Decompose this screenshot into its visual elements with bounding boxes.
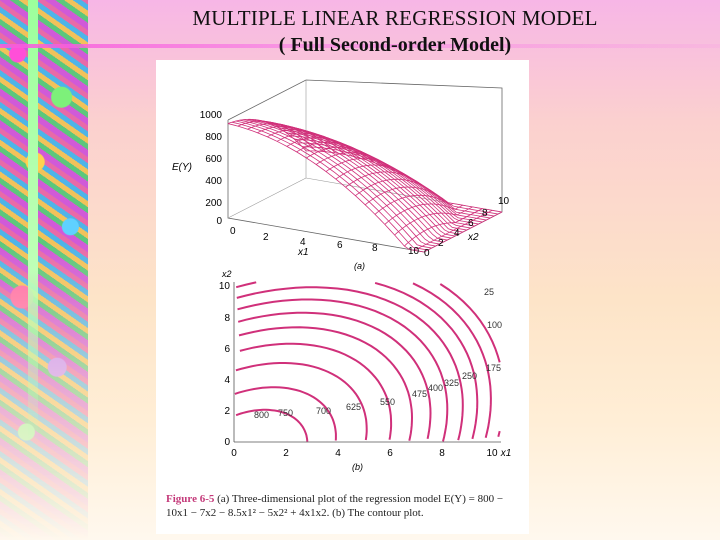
contour-line bbox=[236, 286, 464, 441]
decorative-green-stripe bbox=[28, 0, 38, 450]
contour-plot: x2 10 8 6 4 2 0 0 2 4 6 8 10 x1 25 bbox=[219, 269, 511, 472]
z-axis: 1000 800 600 400 200 0 E(Y) bbox=[172, 110, 222, 227]
contour-x1-label: x1 bbox=[500, 448, 512, 459]
x2-tick: 2 bbox=[438, 238, 444, 249]
contour-line bbox=[237, 311, 432, 439]
surface-mesh-line bbox=[302, 146, 499, 215]
x1-tick: 8 bbox=[372, 243, 378, 254]
surface-mesh bbox=[227, 118, 503, 253]
figure-caption-text: (a) Three-dimensional plot of the regres… bbox=[166, 493, 504, 520]
contour-label: 625 bbox=[346, 402, 361, 412]
z-tick: 0 bbox=[216, 216, 222, 227]
surface-mesh-line bbox=[306, 150, 503, 213]
contour-x-tick: 4 bbox=[335, 448, 341, 459]
contour-line bbox=[235, 281, 479, 440]
contour-curves bbox=[234, 281, 501, 442]
z-tick: 200 bbox=[205, 198, 222, 209]
surface-mesh-line bbox=[251, 119, 448, 241]
figure-caption-label: Figure 6-5 bbox=[166, 493, 215, 505]
surface-mesh-line bbox=[266, 122, 464, 233]
contour-label: 750 bbox=[278, 408, 293, 418]
contour-line bbox=[412, 282, 492, 438]
x1-tick: 6 bbox=[337, 240, 343, 251]
x2-axis-3d: 0 2 4 6 8 10 x2 bbox=[424, 196, 510, 259]
z-tick: 1000 bbox=[200, 110, 223, 121]
contour-x-tick: 8 bbox=[439, 448, 445, 459]
contour-x-tick: 10 bbox=[486, 448, 498, 459]
x2-axis-label: x2 bbox=[467, 232, 479, 243]
surface-mesh-line bbox=[243, 119, 440, 245]
contour-y-tick: 8 bbox=[224, 313, 230, 324]
x2-tick: 10 bbox=[498, 196, 510, 207]
slide-subtitle: ( Full Second-order Model) bbox=[278, 34, 512, 56]
contour-x-tick: 6 bbox=[387, 448, 393, 459]
x1-tick: 2 bbox=[263, 232, 269, 243]
surface-mesh-line bbox=[274, 125, 471, 229]
contour-y-tick: 2 bbox=[224, 406, 230, 417]
figure-caption: Figure 6-5 (a) Three-dimensional plot of… bbox=[166, 492, 522, 521]
contour-line bbox=[239, 342, 393, 440]
contour-label: 100 bbox=[487, 320, 502, 330]
contour-line bbox=[235, 408, 309, 442]
slide-title: MULTIPLE LINEAR REGRESSION MODEL bbox=[192, 6, 598, 30]
contour-line bbox=[237, 298, 449, 442]
x1-axis-3d: 0 2 4 6 8 10 x1 bbox=[230, 226, 420, 258]
x2-tick: 4 bbox=[454, 228, 460, 239]
contour-y-tick: 0 bbox=[224, 437, 230, 448]
surface-box-back-edge bbox=[227, 177, 307, 219]
contour-x-tick: 0 bbox=[231, 448, 237, 459]
surface-mesh-line bbox=[239, 119, 436, 247]
surface-mesh-line bbox=[227, 123, 425, 253]
contour-y-tick: 10 bbox=[219, 281, 231, 292]
contour-label: 250 bbox=[462, 371, 477, 381]
x1-tick: 4 bbox=[300, 237, 306, 248]
panel-b-label: (b) bbox=[352, 462, 363, 472]
decorative-title-underline bbox=[0, 44, 720, 48]
figure-panel: 1000 800 600 400 200 0 E(Y) 0 2 4 6 8 10… bbox=[156, 60, 529, 534]
ey-axis-label: E(Y) bbox=[172, 162, 192, 173]
surface-mesh-line bbox=[298, 142, 495, 217]
x1-tick: 0 bbox=[230, 226, 236, 237]
z-tick: 600 bbox=[205, 154, 222, 165]
contour-level-labels: 25 100 175 250 325 400 475 550 625 700 7… bbox=[254, 287, 502, 420]
contour-line bbox=[234, 386, 337, 441]
contour-label: 475 bbox=[412, 389, 427, 399]
contour-label: 800 bbox=[254, 410, 269, 420]
contour-y-tick: 4 bbox=[224, 375, 230, 386]
z-tick: 400 bbox=[205, 176, 222, 187]
contour-line bbox=[439, 283, 501, 437]
contour-label: 25 bbox=[484, 287, 494, 297]
figure-svg: 1000 800 600 400 200 0 E(Y) 0 2 4 6 8 10… bbox=[172, 79, 511, 472]
surface-mesh-line bbox=[231, 121, 428, 251]
contour-label: 325 bbox=[444, 378, 459, 388]
z-tick: 800 bbox=[205, 132, 222, 143]
contour-label: 175 bbox=[486, 363, 501, 373]
surface-plot: 1000 800 600 400 200 0 E(Y) 0 2 4 6 8 10… bbox=[172, 79, 510, 271]
x1-tick: 10 bbox=[408, 246, 420, 257]
x2-tick: 0 bbox=[424, 248, 430, 259]
contour-label: 700 bbox=[316, 406, 331, 416]
contour-x-ticks: 0 2 4 6 8 10 x1 bbox=[231, 448, 511, 459]
contour-x-tick: 2 bbox=[283, 448, 289, 459]
contour-line bbox=[235, 362, 368, 441]
surface-mesh-line bbox=[235, 120, 432, 249]
contour-label: 550 bbox=[380, 397, 395, 407]
contour-label: 400 bbox=[428, 383, 443, 393]
x2-tick: 6 bbox=[468, 218, 474, 229]
contour-y-tick: 6 bbox=[224, 344, 230, 355]
x1-axis-label: x1 bbox=[297, 247, 309, 258]
contour-line bbox=[238, 326, 414, 441]
x2-tick: 8 bbox=[482, 208, 488, 219]
panel-a-label: (a) bbox=[354, 261, 365, 271]
contour-x2-label: x2 bbox=[221, 269, 232, 279]
surface-mesh-line bbox=[259, 119, 456, 237]
decorative-side-bar bbox=[0, 0, 88, 540]
contour-y-ticks: 10 8 6 4 2 0 bbox=[219, 281, 231, 448]
